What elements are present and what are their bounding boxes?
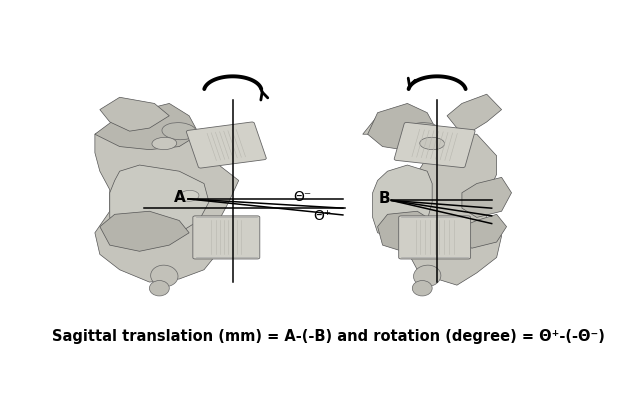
FancyBboxPatch shape: [186, 122, 266, 168]
Polygon shape: [457, 214, 507, 248]
Ellipse shape: [152, 137, 177, 150]
Polygon shape: [95, 110, 239, 282]
Polygon shape: [110, 165, 209, 239]
Text: A: A: [174, 190, 186, 205]
Text: Θ⁺: Θ⁺: [313, 209, 332, 223]
Ellipse shape: [412, 280, 432, 296]
Polygon shape: [378, 211, 437, 251]
FancyBboxPatch shape: [193, 216, 260, 259]
Ellipse shape: [405, 123, 440, 140]
Polygon shape: [372, 165, 432, 239]
Polygon shape: [462, 177, 511, 218]
Text: Θ⁻: Θ⁻: [293, 190, 312, 204]
Polygon shape: [447, 94, 502, 131]
Text: Sagittal translation (mm) = A-(-B) and rotation (degree) = Θ⁺-(-Θ⁻): Sagittal translation (mm) = A-(-B) and r…: [52, 330, 604, 344]
FancyBboxPatch shape: [394, 122, 475, 168]
Polygon shape: [367, 104, 437, 150]
Ellipse shape: [150, 280, 169, 296]
Text: B: B: [379, 192, 390, 206]
Polygon shape: [100, 211, 189, 251]
FancyBboxPatch shape: [399, 216, 470, 259]
Ellipse shape: [179, 190, 199, 201]
Ellipse shape: [150, 265, 178, 287]
Ellipse shape: [420, 137, 445, 150]
Ellipse shape: [413, 265, 441, 287]
Ellipse shape: [162, 123, 196, 140]
Polygon shape: [363, 110, 502, 285]
Polygon shape: [95, 104, 199, 150]
Polygon shape: [100, 97, 169, 131]
